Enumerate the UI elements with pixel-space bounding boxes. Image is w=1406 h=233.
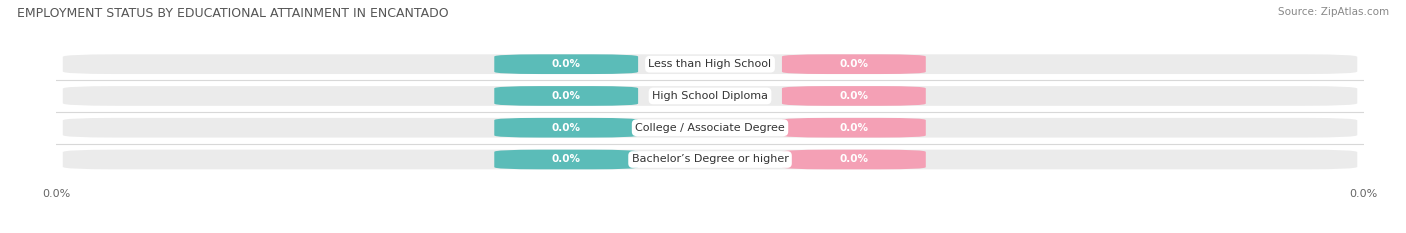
- Text: 0.0%: 0.0%: [839, 59, 869, 69]
- Text: 0.0%: 0.0%: [839, 91, 869, 101]
- FancyBboxPatch shape: [782, 86, 925, 106]
- Text: College / Associate Degree: College / Associate Degree: [636, 123, 785, 133]
- Text: 0.0%: 0.0%: [839, 154, 869, 164]
- Text: 0.0%: 0.0%: [551, 59, 581, 69]
- Text: Less than High School: Less than High School: [648, 59, 772, 69]
- Text: Bachelor’s Degree or higher: Bachelor’s Degree or higher: [631, 154, 789, 164]
- Text: 0.0%: 0.0%: [551, 123, 581, 133]
- FancyBboxPatch shape: [495, 54, 638, 74]
- FancyBboxPatch shape: [782, 118, 925, 137]
- FancyBboxPatch shape: [63, 86, 1357, 106]
- FancyBboxPatch shape: [782, 150, 925, 169]
- FancyBboxPatch shape: [495, 86, 638, 106]
- FancyBboxPatch shape: [63, 118, 1357, 137]
- FancyBboxPatch shape: [495, 118, 638, 137]
- Text: 0.0%: 0.0%: [551, 91, 581, 101]
- FancyBboxPatch shape: [63, 150, 1357, 169]
- Text: 0.0%: 0.0%: [551, 154, 581, 164]
- Text: High School Diploma: High School Diploma: [652, 91, 768, 101]
- Text: Source: ZipAtlas.com: Source: ZipAtlas.com: [1278, 7, 1389, 17]
- Text: 0.0%: 0.0%: [839, 123, 869, 133]
- FancyBboxPatch shape: [495, 150, 638, 169]
- FancyBboxPatch shape: [782, 54, 925, 74]
- FancyBboxPatch shape: [63, 54, 1357, 74]
- Text: EMPLOYMENT STATUS BY EDUCATIONAL ATTAINMENT IN ENCANTADO: EMPLOYMENT STATUS BY EDUCATIONAL ATTAINM…: [17, 7, 449, 20]
